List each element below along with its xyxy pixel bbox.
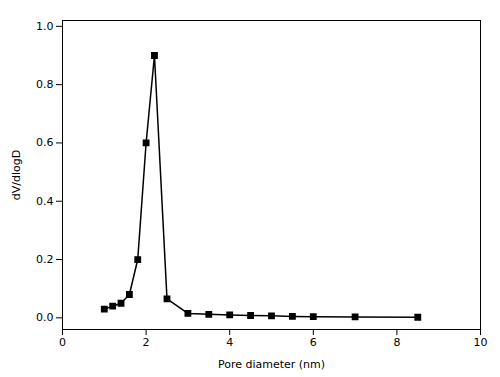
svg-text:0.2: 0.2 bbox=[36, 253, 54, 266]
svg-text:0: 0 bbox=[59, 336, 66, 349]
svg-text:dV/dlogD: dV/dlogD bbox=[10, 150, 23, 200]
svg-text:0.8: 0.8 bbox=[36, 78, 54, 91]
svg-text:Pore diameter (nm): Pore diameter (nm) bbox=[218, 358, 325, 371]
svg-text:8: 8 bbox=[393, 336, 400, 349]
svg-text:10: 10 bbox=[474, 336, 488, 349]
svg-text:0.0: 0.0 bbox=[36, 311, 54, 324]
svg-text:1.0: 1.0 bbox=[36, 20, 54, 33]
svg-text:6: 6 bbox=[310, 336, 317, 349]
svg-text:2: 2 bbox=[143, 336, 150, 349]
svg-text:4: 4 bbox=[226, 336, 233, 349]
svg-text:0.4: 0.4 bbox=[36, 195, 54, 208]
svg-text:0.6: 0.6 bbox=[36, 136, 54, 149]
